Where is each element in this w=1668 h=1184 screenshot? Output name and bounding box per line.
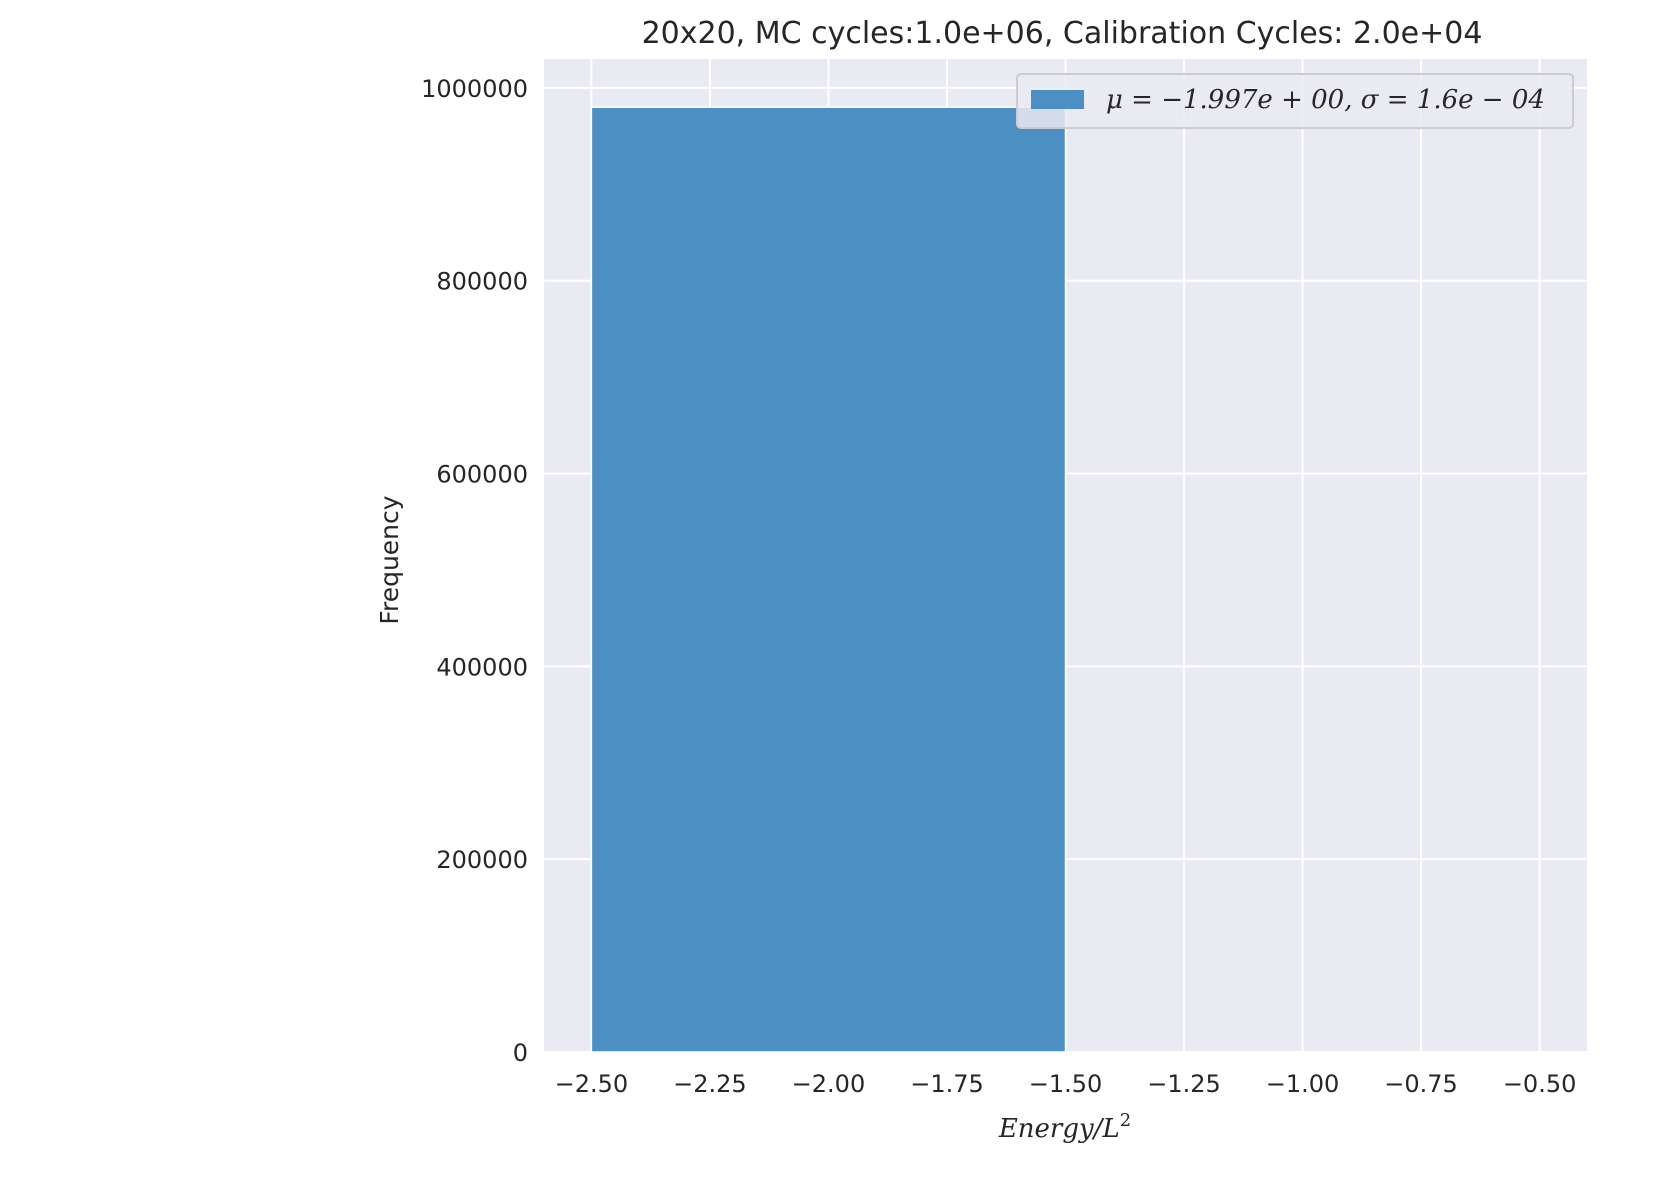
legend-swatch — [1031, 90, 1084, 109]
y-tick-label: 0 — [513, 1039, 528, 1067]
x-tick-label: −2.50 — [555, 1070, 629, 1098]
y-tick-label: 1000000 — [421, 75, 528, 103]
x-tick-label: −2.00 — [792, 1070, 866, 1098]
x-axis-label: Energy/L2 — [998, 1110, 1131, 1144]
y-tick-label: 600000 — [436, 461, 528, 489]
legend: μ = −1.997e + 00, σ = 1.6e − 04 — [1016, 73, 1574, 129]
x-tick-labels: −2.50 −2.25 −2.00 −1.75 −1.50 −1.25 −1.00 −0.75… — [555, 1070, 1577, 1098]
x-tick-label: −1.25 — [1147, 1070, 1221, 1098]
x-tick-label: −1.50 — [1029, 1070, 1103, 1098]
y-axis-label: Frequency — [375, 495, 404, 624]
x-tick-label: −1.00 — [1266, 1070, 1340, 1098]
chart-title: 20x20, MC cycles:1.0e+06, Calibration Cy… — [642, 16, 1483, 51]
x-tick-label: −1.75 — [910, 1070, 984, 1098]
histogram-bar — [590, 106, 1067, 1053]
bars-group — [590, 106, 1067, 1053]
y-tick-label: 400000 — [436, 653, 528, 681]
y-tick-label: 200000 — [436, 846, 528, 874]
x-tick-label: −2.25 — [673, 1070, 747, 1098]
y-tick-label: 800000 — [436, 268, 528, 296]
legend-box — [1016, 73, 1574, 129]
x-tick-label: −0.50 — [1503, 1070, 1577, 1098]
x-tick-label: −0.75 — [1384, 1070, 1458, 1098]
y-tick-labels: 0 200000 400000 600000 800000 1000000 — [421, 75, 528, 1067]
legend-entry-label: μ = −1.997e + 00, σ = 1.6e − 04 — [1106, 85, 1545, 115]
